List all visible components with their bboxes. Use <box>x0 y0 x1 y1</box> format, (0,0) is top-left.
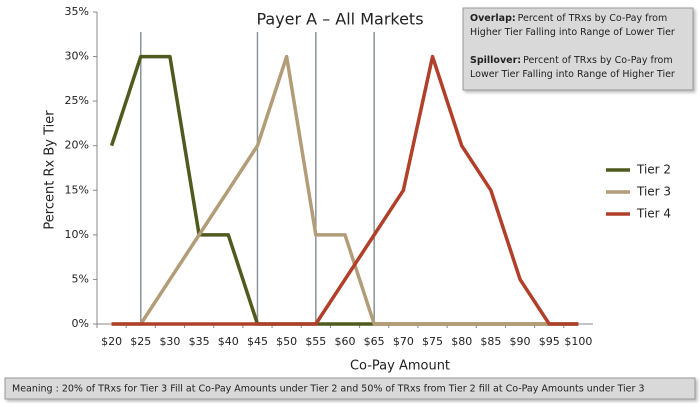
footer: Meaning : 20% of TRxs for Tier 3 Fill at… <box>12 384 645 395</box>
y-tick-label: 15% <box>65 183 89 196</box>
legend-label: Tier 3 <box>636 185 671 199</box>
x-tick-label: $45 <box>247 335 268 348</box>
x-tick-label: $80 <box>451 335 472 348</box>
x-tick-label: $60 <box>335 335 356 348</box>
footer-box <box>4 377 696 400</box>
y-tick-label: 30% <box>65 50 89 63</box>
note-line: Higher Tier Falling into Range of Lower … <box>470 27 675 38</box>
note-label: Overlap: <box>470 13 516 24</box>
x-tick-label: $35 <box>189 335 210 348</box>
note-text: Percent of TRxs by Co-Pay from <box>523 55 673 66</box>
y-tick-label: 35% <box>65 5 89 18</box>
x-tick-label: $75 <box>422 335 443 348</box>
x-tick-label: $70 <box>393 335 414 348</box>
x-tick-label: $90 <box>510 335 531 348</box>
note-line: Lower Tier Falling into Range of Higher … <box>470 69 675 80</box>
series-line <box>111 54 579 326</box>
x-tick-label: $55 <box>305 335 326 348</box>
x-tick-label: $25 <box>130 335 151 348</box>
x-tick-label: $65 <box>364 335 385 348</box>
y-tick-label: 25% <box>65 94 89 107</box>
y-tick-label: 5% <box>72 272 89 285</box>
y-tick-label: 20% <box>65 139 89 152</box>
x-tick-label: $95 <box>539 335 560 348</box>
note-text: Higher Tier Falling into Range of Lower … <box>470 27 675 38</box>
x-tick-label: $50 <box>276 335 297 348</box>
x-tick-label: $30 <box>159 335 180 348</box>
y-axis-label: Percent Rx By Tier <box>43 110 58 230</box>
note-text: Percent of TRxs by Co-Pay from <box>518 13 668 24</box>
x-tick-label: $100 <box>564 335 592 348</box>
note-box <box>462 7 694 91</box>
legend-label: Tier 2 <box>636 163 671 177</box>
series-line <box>109 54 579 326</box>
note-line: Spillover: Percent of TRxs by Co-Pay from <box>470 55 673 66</box>
note-line: Overlap: Percent of TRxs by Co-Pay from <box>470 13 667 24</box>
y-tick-label: 10% <box>65 228 89 241</box>
x-tick-label: $20 <box>101 335 122 348</box>
x-tick-label: $40 <box>218 335 239 348</box>
note-label: Spillover: <box>470 55 521 66</box>
y-tick-label: 0% <box>72 317 89 330</box>
legend-label: Tier 4 <box>636 207 671 221</box>
chart-title: Payer A – All Markets <box>256 10 423 29</box>
x-axis-label: Co-Pay Amount <box>350 359 450 374</box>
series-line <box>111 54 579 326</box>
note-text: Lower Tier Falling into Range of Higher … <box>470 69 675 80</box>
x-tick-label: $85 <box>480 335 501 348</box>
